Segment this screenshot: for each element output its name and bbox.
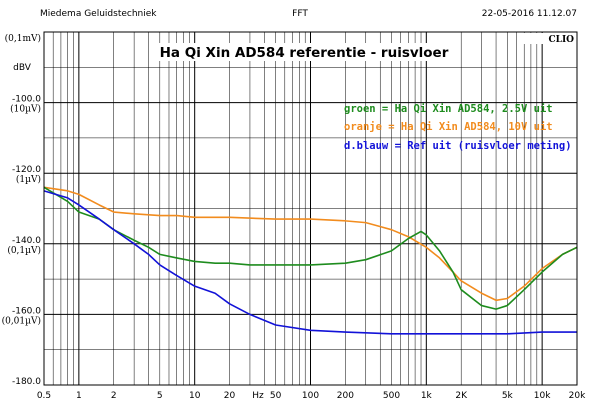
legend-series-2: oranje = Ha Qi Xin AD584, 10V uit bbox=[344, 121, 553, 133]
y-axis: (0,1mV) -100.0(10µV) -120.0(1µV) -140.0(0,1… bbox=[2, 33, 42, 387]
y-tick-sublabel: (0,1mV) bbox=[5, 33, 41, 44]
x-tick-label: 5k bbox=[502, 391, 514, 401]
y-tick-sublabel: (10µV) bbox=[10, 104, 41, 115]
x-tick-label: 5 bbox=[157, 391, 163, 401]
y-axis-label: dBV bbox=[13, 63, 32, 73]
series-group bbox=[43, 186, 578, 335]
header-company: Miedema Geluidstechniek bbox=[40, 9, 157, 19]
header-mode: FFT bbox=[292, 9, 308, 19]
x-tick-label: 10k bbox=[534, 391, 551, 401]
y-tick-label: -160.0 bbox=[12, 306, 41, 316]
x-tick-label: 0.5 bbox=[37, 391, 51, 401]
x-tick-label: 2 bbox=[111, 391, 117, 401]
x-tick-label: 2K bbox=[455, 391, 468, 401]
x-tick-label: 100 bbox=[302, 391, 319, 401]
series-line-1 bbox=[43, 186, 578, 310]
legend-series-3: d.blauw = Ref uit (ruisvloer meting) bbox=[344, 140, 572, 152]
x-tick-label: 20 bbox=[224, 391, 236, 401]
x-tick-label: 200 bbox=[337, 391, 354, 401]
x-axis: 0.5 1 2 5 10 20 50 100 200 500 1k 2K 5k 10k 20k bbox=[37, 391, 586, 401]
y-tick-label: -180.0 bbox=[12, 377, 41, 387]
x-tick-label: 1 bbox=[76, 391, 82, 401]
x-tick-label: 10 bbox=[189, 391, 201, 401]
y-tick-sublabel: (1µV) bbox=[16, 174, 41, 185]
y-tick-label: -100.0 bbox=[12, 95, 41, 105]
legend-series-1: groen = Ha Qi Xin AD584, 2.5V uit bbox=[344, 103, 553, 115]
x-tick-label: 1k bbox=[421, 391, 433, 401]
y-tick-sublabel: (0,01µV) bbox=[2, 315, 41, 326]
y-tick-sublabel: (0,1µV) bbox=[7, 245, 41, 256]
x-tick-label: 20k bbox=[569, 391, 586, 401]
x-tick-label: 500 bbox=[383, 391, 400, 401]
brand-box bbox=[522, 33, 576, 44]
header-datetime: 22-05-2016 11.12.07 bbox=[482, 9, 577, 19]
series-line-3 bbox=[43, 190, 577, 335]
x-tick-label: 50 bbox=[270, 391, 282, 401]
plot-frame bbox=[43, 31, 578, 386]
title-box bbox=[155, 43, 453, 61]
brand-logo: CLIO bbox=[548, 35, 574, 45]
x-axis-unit: Hz bbox=[252, 391, 264, 401]
y-tick-label: -120.0 bbox=[12, 165, 41, 175]
chart-title: Ha Qi Xin AD584 referentie - ruisvloer bbox=[160, 45, 449, 61]
y-tick-label: -140.0 bbox=[12, 236, 41, 246]
series-line-2 bbox=[43, 186, 578, 302]
